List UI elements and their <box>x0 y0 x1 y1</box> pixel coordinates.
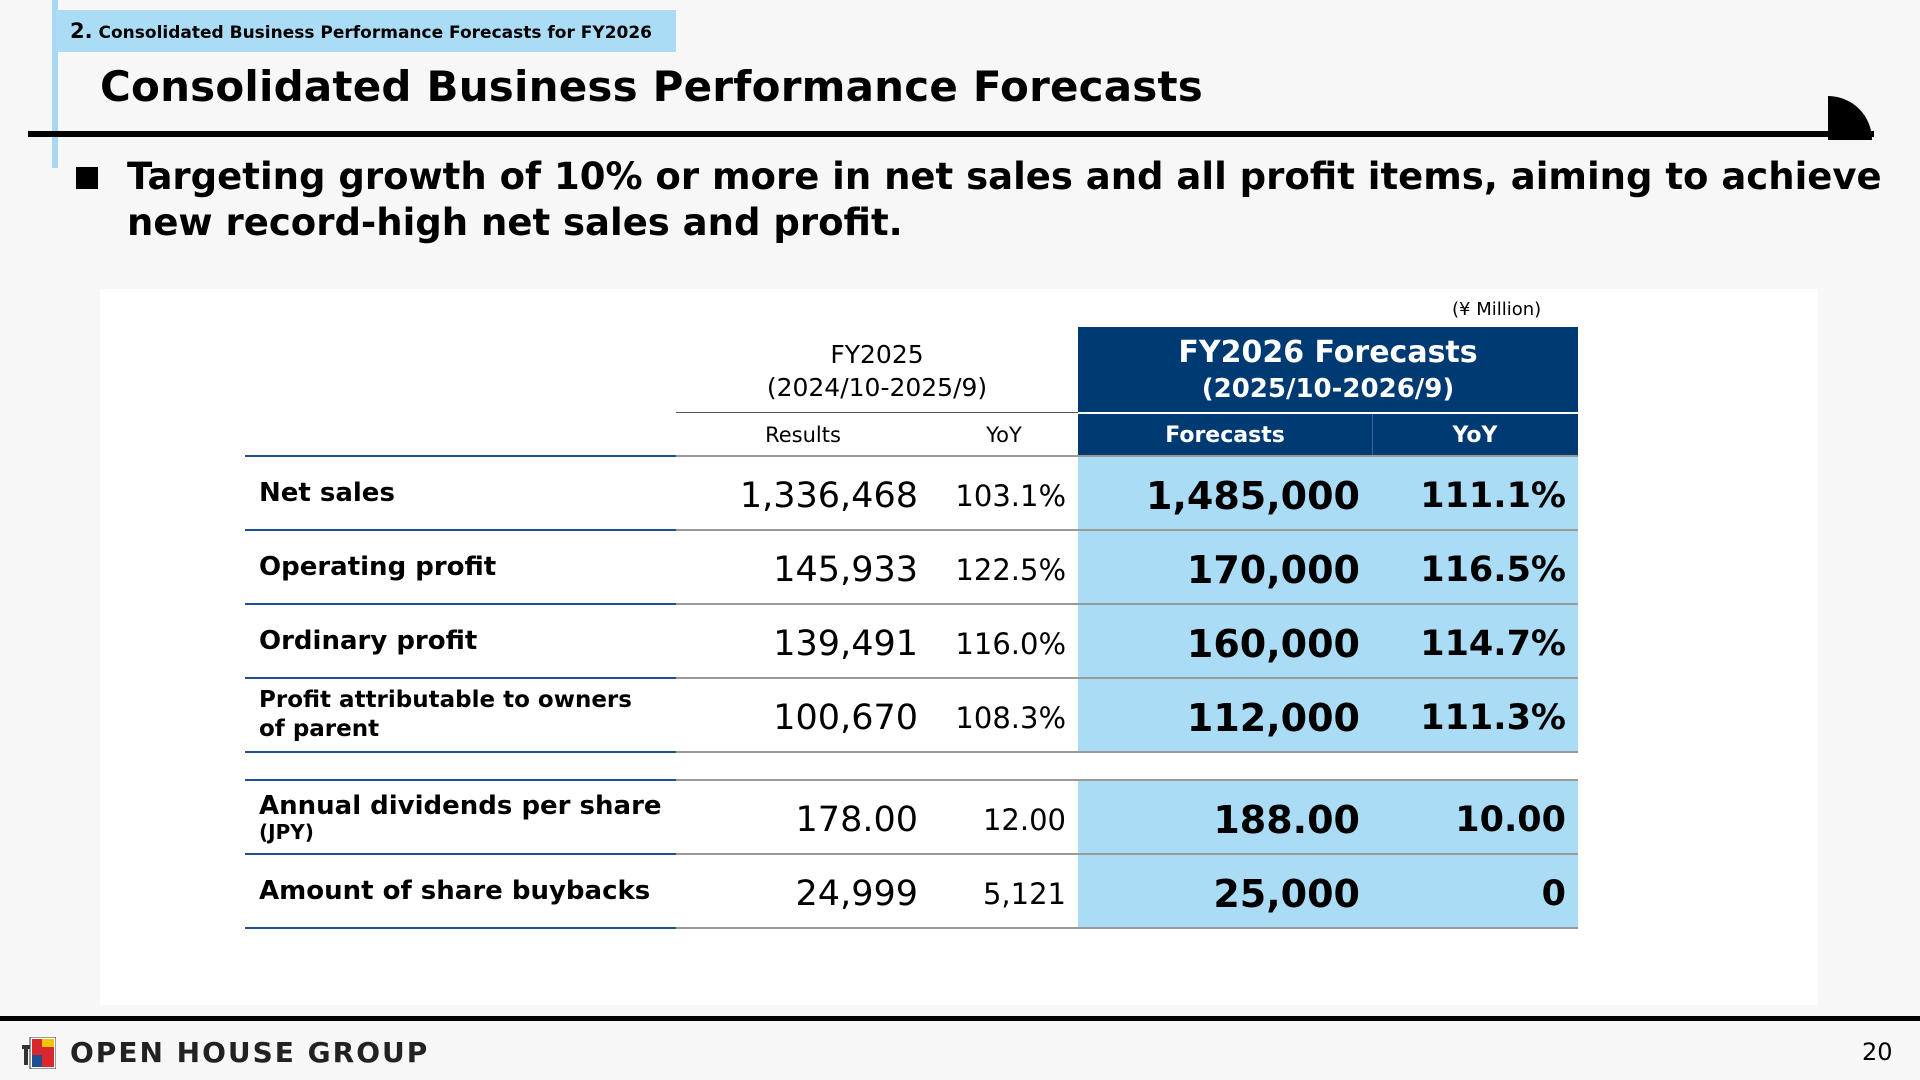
yoy-net-sales: 103.1% <box>955 479 1066 513</box>
fy2025-header: FY2025 (2024/10-2025/9) <box>676 330 1078 412</box>
row-border-label <box>245 455 676 457</box>
yoy-annual-dividends: 12.00 <box>982 803 1066 837</box>
company-logo-text: OPEN HOUSE GROUP <box>70 1036 430 1069</box>
row-border-data <box>676 751 1578 753</box>
page-number: 20 <box>1862 1038 1893 1066</box>
open-house-logo-icon <box>22 1037 56 1069</box>
page-title: Consolidated Business Performance Foreca… <box>100 62 1203 111</box>
results-net-sales: 1,336,468 <box>739 476 918 516</box>
fy26-col-divider <box>1372 414 1373 456</box>
row-label-operating-profit: Operating profit <box>259 552 497 582</box>
section-tab: 2. Consolidated Business Performance For… <box>56 10 676 52</box>
title-underline <box>28 131 1874 137</box>
accent-vertical-line <box>52 0 58 168</box>
forecast-net-sales: 1,485,000 <box>1146 474 1360 518</box>
results-operating-profit: 145,933 <box>773 550 918 590</box>
lead-statement: Targeting growth of 10% or more in net s… <box>127 155 1882 244</box>
col-header-yoy: YoY <box>986 423 1022 447</box>
row-label-annual-dividends-unit: (JPY) <box>259 820 314 844</box>
col-header-forecast-yoy: YoY <box>1372 414 1578 456</box>
forecast-ordinary-profit: 160,000 <box>1186 622 1360 666</box>
results-share-buybacks: 24,999 <box>795 874 918 914</box>
forecast-yoy-profit-attributable: 111.3% <box>1420 698 1566 738</box>
forecast-profit-attributable: 112,000 <box>1186 696 1360 740</box>
forecast-yoy-annual-dividends: 10.00 <box>1455 800 1566 840</box>
forecast-yoy-net-sales: 111.1% <box>1420 476 1566 516</box>
row-border-data <box>676 779 1578 781</box>
row-border-data <box>676 603 1578 605</box>
row-border-label <box>245 529 676 531</box>
header-divider-navy <box>1078 412 1578 414</box>
forecast-yoy-operating-profit: 116.5% <box>1420 550 1566 590</box>
fy2026-period: (2025/10-2026/9) <box>1201 373 1455 404</box>
section-number: 2. <box>70 19 93 43</box>
row-border-data <box>676 853 1578 855</box>
row-label-net-sales: Net sales <box>259 478 395 508</box>
forecast-operating-profit: 170,000 <box>1186 548 1360 592</box>
col-header-results: Results <box>765 423 841 447</box>
forecast-share-buybacks: 25,000 <box>1213 872 1360 916</box>
corner-decoration <box>1828 96 1872 140</box>
row-label-share-buybacks: Amount of share buybacks <box>259 876 651 906</box>
results-annual-dividends: 178.00 <box>795 800 918 840</box>
footer-rule <box>0 1016 1920 1021</box>
yoy-share-buybacks: 5,121 <box>982 877 1066 911</box>
fy2026-label: FY2026 Forecasts <box>1178 334 1478 370</box>
row-label-ordinary-profit: Ordinary profit <box>259 626 478 656</box>
fy2025-period: (2024/10-2025/9) <box>766 373 988 402</box>
forecast-annual-dividends: 188.00 <box>1213 798 1360 842</box>
bullet-square-icon <box>76 167 98 189</box>
row-label-profit-attributable: Profit attributable to owners of parent <box>259 687 632 742</box>
results-profit-attributable: 100,670 <box>773 698 918 738</box>
row-border-label <box>245 751 676 753</box>
forecast-yoy-ordinary-profit: 114.7% <box>1420 624 1566 664</box>
row-border-data <box>676 455 1578 457</box>
section-title: Consolidated Business Performance Foreca… <box>98 23 653 43</box>
row-border-label <box>245 779 676 781</box>
row-label-annual-dividends: Annual dividends per share (JPY) <box>259 791 662 844</box>
fy2026-header: FY2026 Forecasts (2025/10-2026/9) <box>1078 327 1578 412</box>
row-border-label <box>245 677 676 679</box>
yoy-profit-attributable: 108.3% <box>955 701 1066 735</box>
yoy-operating-profit: 122.5% <box>955 553 1066 587</box>
results-ordinary-profit: 139,491 <box>773 624 918 664</box>
yoy-ordinary-profit: 116.0% <box>955 627 1066 661</box>
row-border-label <box>245 603 676 605</box>
row-border-data <box>676 927 1578 929</box>
header-divider <box>676 412 1078 413</box>
col-header-forecasts: Forecasts <box>1078 414 1372 456</box>
fy2025-label: FY2025 <box>830 340 924 369</box>
row-border-label <box>245 853 676 855</box>
forecast-yoy-share-buybacks: 0 <box>1541 874 1566 914</box>
unit-label: (¥ Million) <box>1452 299 1542 320</box>
row-border-label <box>245 927 676 929</box>
row-border-data <box>676 677 1578 679</box>
row-border-data <box>676 529 1578 531</box>
